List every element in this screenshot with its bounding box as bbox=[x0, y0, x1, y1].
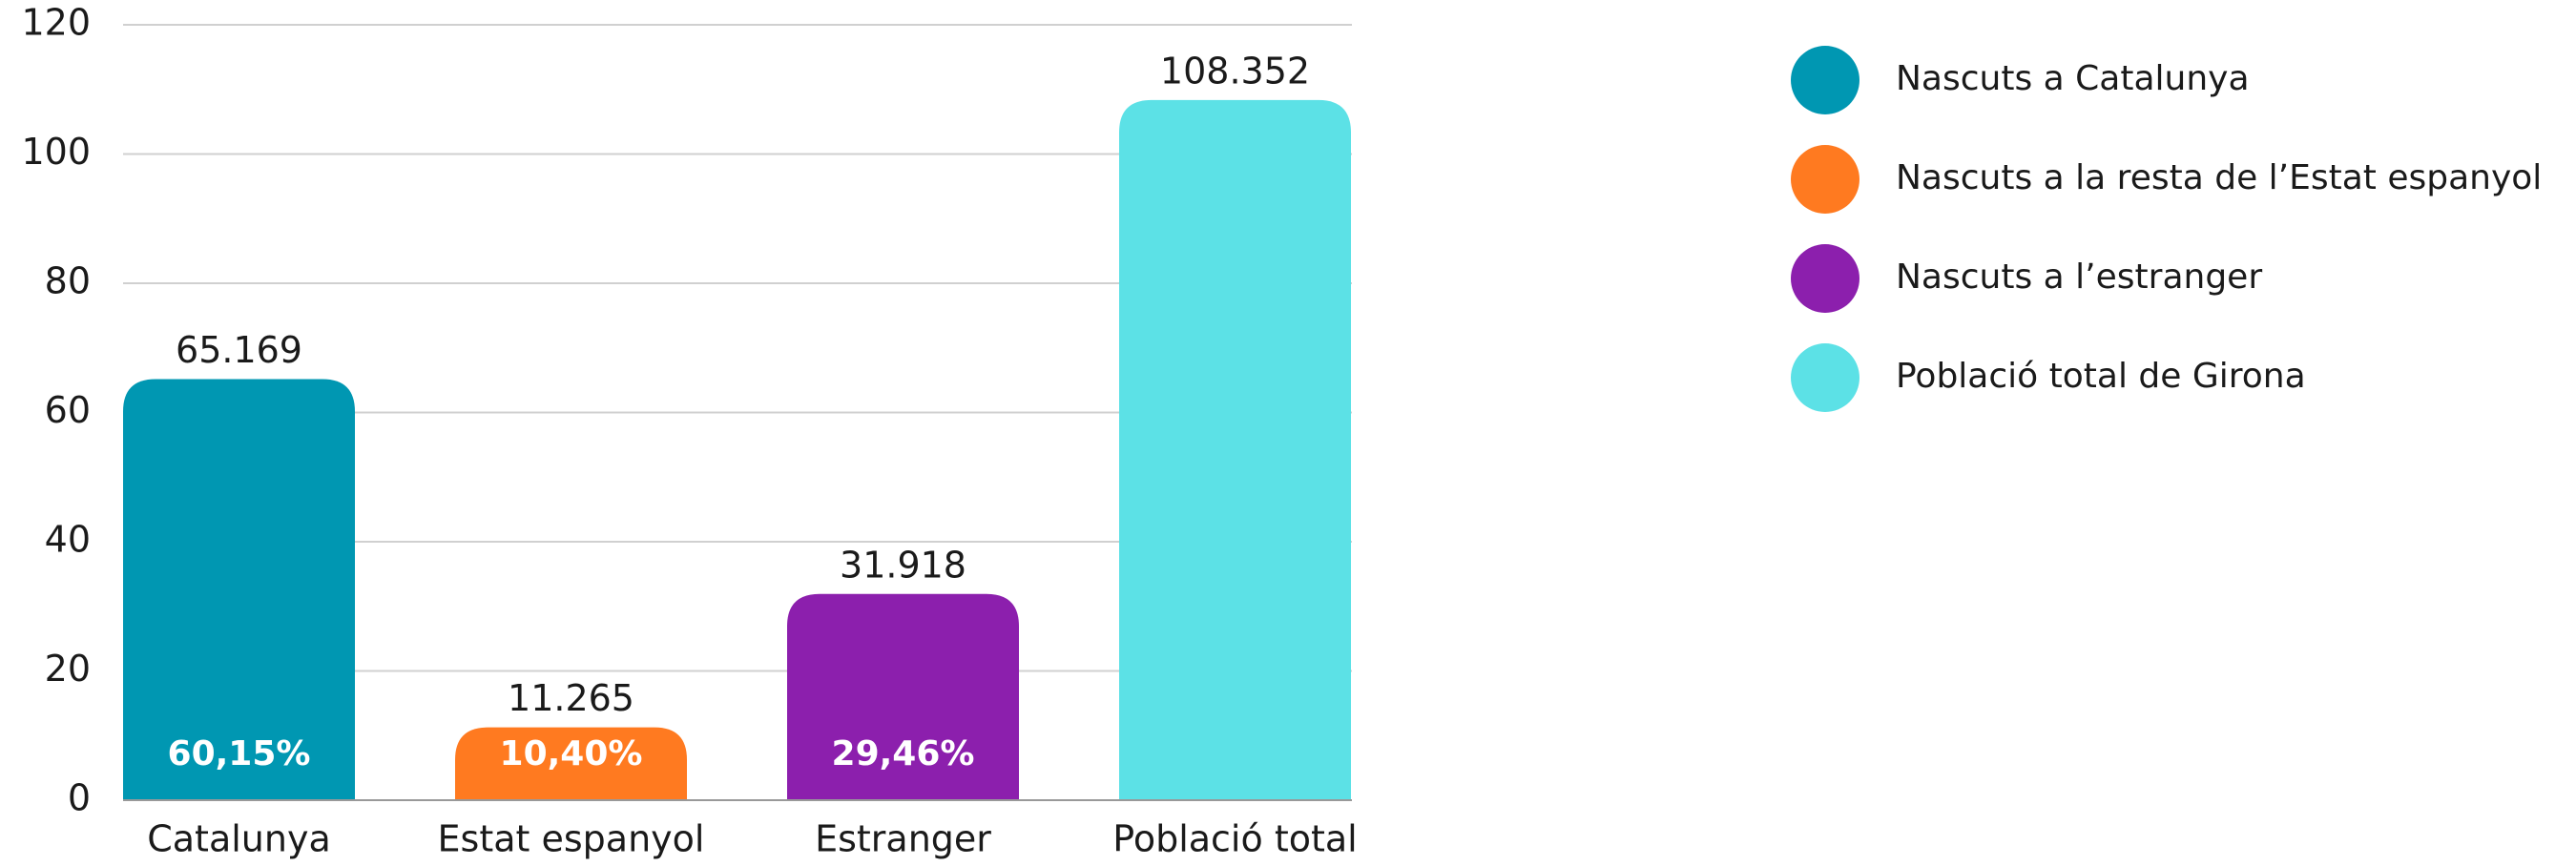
legend-label: Nascuts a Catalunya bbox=[1896, 59, 2250, 98]
value-label: 108.352 bbox=[1160, 50, 1310, 92]
y-tick-label: 60 bbox=[45, 389, 91, 431]
share-label: 29,46% bbox=[832, 734, 975, 773]
bar bbox=[123, 379, 355, 800]
legend-swatch bbox=[1791, 343, 1859, 412]
y-tick-label: 20 bbox=[45, 648, 91, 690]
y-tick-label: 100 bbox=[21, 131, 91, 173]
y-tick-label: 40 bbox=[45, 519, 91, 561]
value-label: 31.918 bbox=[840, 544, 966, 586]
share-label: 10,40% bbox=[500, 734, 643, 773]
x-tick-label: Població total bbox=[1112, 818, 1357, 860]
legend-label: Nascuts a la resta de l’Estat espanyol bbox=[1896, 158, 2542, 197]
bar bbox=[455, 727, 687, 800]
bar bbox=[787, 593, 1019, 800]
y-tick-label: 0 bbox=[68, 777, 91, 819]
x-tick-label: Estat espanyol bbox=[438, 818, 705, 860]
legend-swatch bbox=[1791, 145, 1859, 214]
x-tick-label: Catalunya bbox=[147, 818, 331, 860]
share-label: 60,15% bbox=[168, 734, 311, 773]
legend-swatch bbox=[1791, 46, 1859, 114]
x-tick-label: Estranger bbox=[815, 818, 991, 860]
legend-label: Nascuts a l’estranger bbox=[1896, 258, 2262, 297]
legend-label: Població total de Girona bbox=[1896, 357, 2306, 396]
y-tick-label: 120 bbox=[21, 2, 91, 44]
value-label: 65.169 bbox=[176, 329, 302, 371]
bar bbox=[1119, 99, 1351, 800]
value-label: 11.265 bbox=[508, 677, 634, 719]
legend-swatch bbox=[1791, 244, 1859, 313]
y-tick-label: 80 bbox=[45, 260, 91, 302]
